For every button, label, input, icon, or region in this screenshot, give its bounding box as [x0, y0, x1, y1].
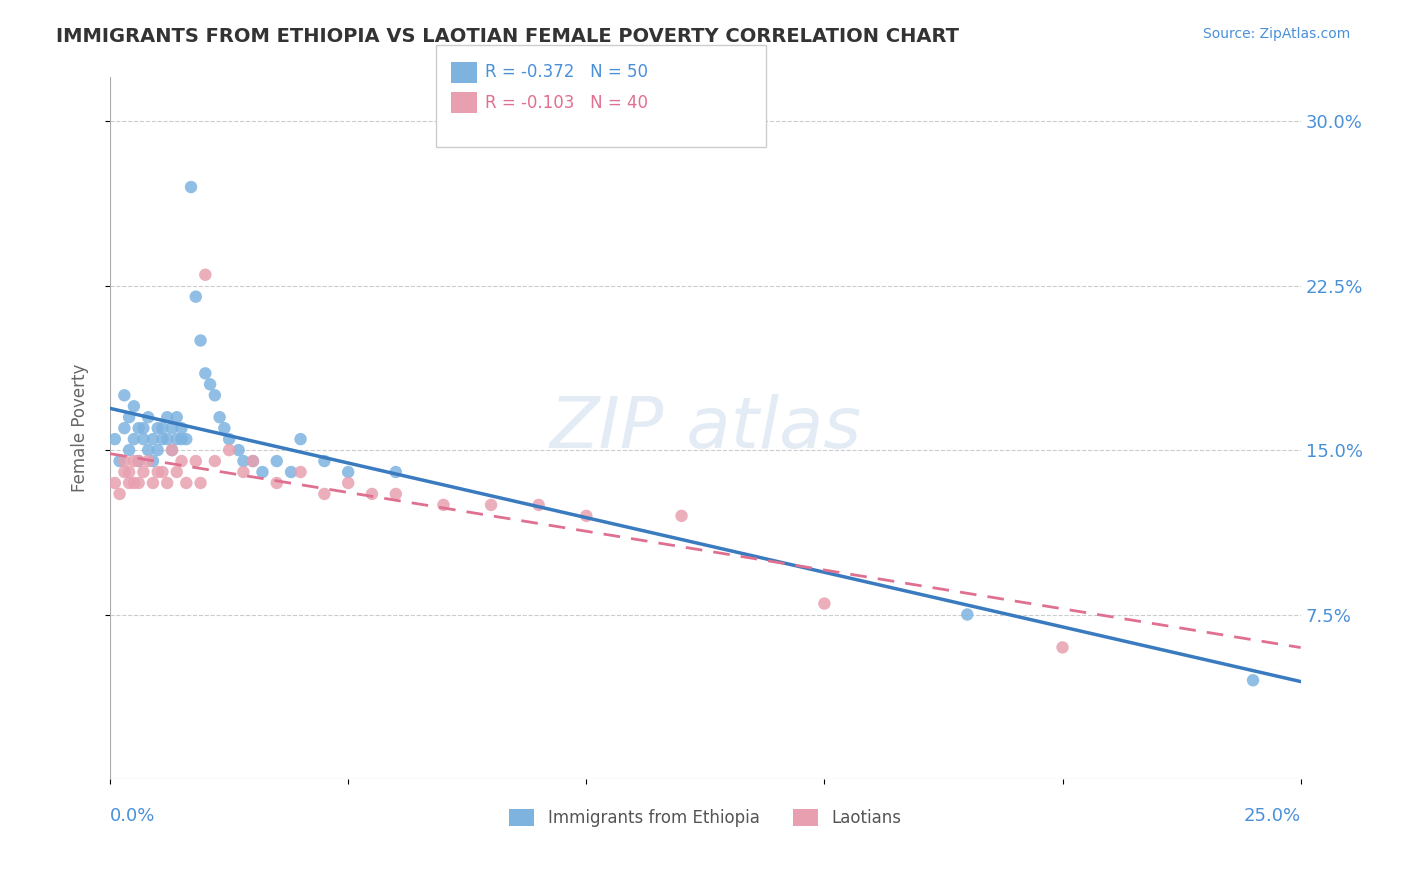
Point — [527, 498, 550, 512]
Point — [314, 454, 336, 468]
Point — [112, 388, 135, 402]
Point — [108, 487, 131, 501]
Point — [146, 465, 169, 479]
Point — [242, 454, 264, 468]
Point — [194, 268, 217, 282]
Point — [160, 443, 183, 458]
Point — [956, 607, 979, 622]
Point — [118, 443, 141, 458]
Point — [432, 498, 454, 512]
Point — [160, 443, 183, 458]
Point — [266, 475, 288, 490]
Y-axis label: Female Poverty: Female Poverty — [72, 364, 89, 492]
Point — [232, 465, 254, 479]
Point — [290, 465, 312, 479]
Point — [1052, 640, 1074, 655]
Point — [128, 454, 150, 468]
Point — [166, 465, 188, 479]
Point — [184, 290, 207, 304]
Point — [152, 421, 174, 435]
Point — [128, 454, 150, 468]
Point — [112, 421, 135, 435]
Point — [266, 454, 288, 468]
Point — [174, 475, 197, 490]
Point — [280, 465, 302, 479]
Point — [152, 432, 174, 446]
Point — [174, 432, 197, 446]
Point — [118, 465, 141, 479]
Point — [142, 432, 165, 446]
Point — [156, 475, 179, 490]
Point — [314, 487, 336, 501]
Point — [204, 388, 226, 402]
Point — [112, 465, 135, 479]
Point — [252, 465, 274, 479]
Point — [479, 498, 502, 512]
Point — [136, 410, 159, 425]
Point — [122, 399, 145, 413]
Point — [170, 454, 193, 468]
Point — [214, 421, 236, 435]
Point — [122, 432, 145, 446]
Point — [128, 475, 150, 490]
Point — [361, 487, 384, 501]
Point — [385, 487, 408, 501]
Point — [156, 410, 179, 425]
Point — [122, 475, 145, 490]
Point — [146, 443, 169, 458]
Point — [104, 432, 127, 446]
Point — [385, 465, 408, 479]
Point — [228, 443, 250, 458]
Text: ZIP atlas: ZIP atlas — [550, 393, 862, 463]
Point — [160, 421, 183, 435]
Point — [184, 454, 207, 468]
Text: R = -0.103   N = 40: R = -0.103 N = 40 — [485, 94, 648, 112]
Point — [290, 432, 312, 446]
Point — [242, 454, 264, 468]
Point — [104, 475, 127, 490]
Point — [118, 410, 141, 425]
Point — [208, 410, 231, 425]
Point — [122, 454, 145, 468]
Point — [337, 465, 360, 479]
Point — [204, 454, 226, 468]
Point — [1241, 673, 1264, 688]
Point — [166, 410, 188, 425]
Text: Source: ZipAtlas.com: Source: ZipAtlas.com — [1202, 27, 1350, 41]
Point — [198, 377, 221, 392]
Point — [146, 421, 169, 435]
Point — [132, 465, 155, 479]
Point — [112, 454, 135, 468]
Point — [136, 454, 159, 468]
Point — [232, 454, 254, 468]
Text: R = -0.372   N = 50: R = -0.372 N = 50 — [485, 63, 648, 81]
Point — [118, 475, 141, 490]
Text: IMMIGRANTS FROM ETHIOPIA VS LAOTIAN FEMALE POVERTY CORRELATION CHART: IMMIGRANTS FROM ETHIOPIA VS LAOTIAN FEMA… — [56, 27, 959, 45]
Text: 25.0%: 25.0% — [1243, 807, 1301, 825]
Point — [190, 334, 212, 348]
Point — [218, 432, 240, 446]
Point — [132, 421, 155, 435]
Text: 0.0%: 0.0% — [110, 807, 156, 825]
Point — [337, 475, 360, 490]
Point — [156, 432, 179, 446]
Point — [180, 180, 202, 194]
Point — [170, 421, 193, 435]
Point — [128, 421, 150, 435]
Point — [142, 475, 165, 490]
Point — [218, 443, 240, 458]
Point — [136, 443, 159, 458]
Point — [190, 475, 212, 490]
Point — [671, 508, 693, 523]
Point — [170, 432, 193, 446]
Point — [194, 367, 217, 381]
Point — [108, 454, 131, 468]
Point — [142, 454, 165, 468]
Point — [152, 465, 174, 479]
Point — [166, 432, 188, 446]
Point — [813, 597, 835, 611]
Legend: Immigrants from Ethiopia, Laotians: Immigrants from Ethiopia, Laotians — [503, 802, 908, 834]
Point — [132, 432, 155, 446]
Point — [575, 508, 598, 523]
